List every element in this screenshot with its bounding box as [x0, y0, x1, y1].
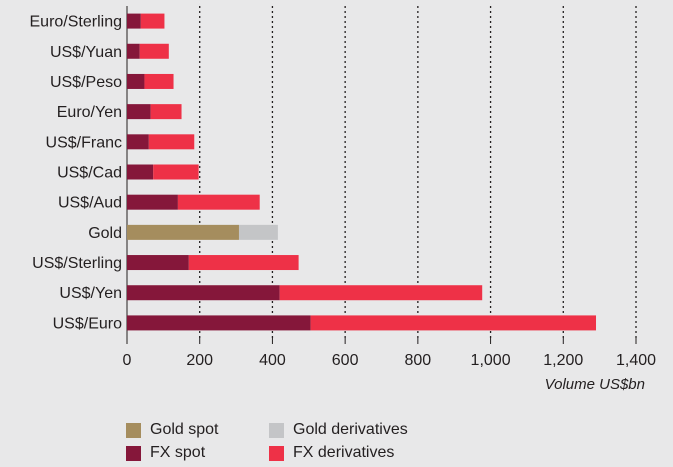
x-tick-label-4: 800 — [405, 352, 432, 369]
category-label-us-cad: US$/Cad — [57, 165, 122, 182]
x-tick-label-2: 400 — [259, 352, 286, 369]
bar-us-euro-fx-spot — [127, 315, 311, 330]
bar-gold-gold-spot — [127, 225, 239, 240]
bar-gold-gold-derivatives — [239, 225, 278, 240]
bar-us-sterling-fx-spot — [127, 255, 189, 270]
legend: Gold spot Gold derivatives FX spot FX de… — [126, 420, 469, 463]
x-axis-label: Volume US$bn — [545, 376, 645, 393]
bar-us-sterling-fx-derivatives — [189, 255, 299, 270]
legend-swatch-gold-derivatives — [269, 423, 284, 438]
x-tick-label-0: 0 — [123, 352, 132, 369]
x-tick-label-7: 1,400 — [616, 352, 656, 369]
category-label-us-yuan: US$/Yuan — [50, 44, 122, 61]
legend-swatch-fx-spot — [126, 446, 141, 461]
legend-label-fx-derivatives: FX derivatives — [293, 444, 394, 462]
bar-us-cad-fx-derivatives — [153, 165, 198, 180]
category-label-us-franc: US$/Franc — [46, 134, 122, 151]
category-label-euro-yen: Euro/Yen — [57, 104, 122, 121]
legend-swatch-fx-derivatives — [269, 446, 284, 461]
bar-euro-sterling-fx-spot — [127, 14, 141, 29]
legend-item-fx-derivatives: FX derivatives — [269, 443, 469, 463]
x-tick-label-1: 200 — [186, 352, 213, 369]
category-label-euro-sterling: Euro/Sterling — [30, 14, 123, 31]
category-label-us-peso: US$/Peso — [50, 74, 122, 91]
category-label-us-sterling: US$/Sterling — [32, 255, 122, 272]
bar-chart-svg: Euro/Sterling US$/Yuan US$/Peso Euro/Yen US$… — [0, 0, 673, 415]
bar-euro-yen-fx-spot — [127, 104, 151, 119]
x-tick-label-6: 1,200 — [543, 352, 583, 369]
category-label-gold: Gold — [88, 225, 122, 242]
x-tick-label-3: 600 — [332, 352, 359, 369]
bar-us-aud-fx-derivatives — [178, 195, 260, 210]
legend-swatch-gold-spot — [126, 423, 141, 438]
bar-us-yen-fx-spot — [127, 285, 280, 300]
bar-us-euro-fx-derivatives — [311, 315, 596, 330]
legend-label-fx-spot: FX spot — [150, 444, 205, 462]
legend-item-fx-spot: FX spot — [126, 443, 269, 463]
category-label-us-euro: US$/Euro — [53, 315, 122, 332]
bar-euro-sterling-fx-derivatives — [141, 14, 165, 29]
bar-euro-yen-fx-derivatives — [151, 104, 182, 119]
bar-us-yen-fx-derivatives — [280, 285, 483, 300]
bar-us-peso-fx-derivatives — [144, 74, 173, 89]
bar-us-cad-fx-spot — [127, 165, 153, 180]
x-tick-label-5: 1,000 — [471, 352, 511, 369]
bar-us-peso-fx-spot — [127, 74, 144, 89]
bar-us-yuan-fx-spot — [127, 44, 140, 59]
bar-us-aud-fx-spot — [127, 195, 178, 210]
category-label-us-yen: US$/Yen — [59, 285, 122, 302]
bar-us-franc-fx-derivatives — [149, 134, 194, 149]
category-label-us-aud: US$/Aud — [58, 195, 122, 212]
bar-us-franc-fx-spot — [127, 134, 149, 149]
bar-us-yuan-fx-derivatives — [140, 44, 169, 59]
legend-label-gold-derivatives: Gold derivatives — [293, 421, 408, 439]
legend-item-gold-spot: Gold spot — [126, 420, 269, 440]
legend-label-gold-spot: Gold spot — [150, 421, 218, 439]
legend-item-gold-derivatives: Gold derivatives — [269, 420, 469, 440]
